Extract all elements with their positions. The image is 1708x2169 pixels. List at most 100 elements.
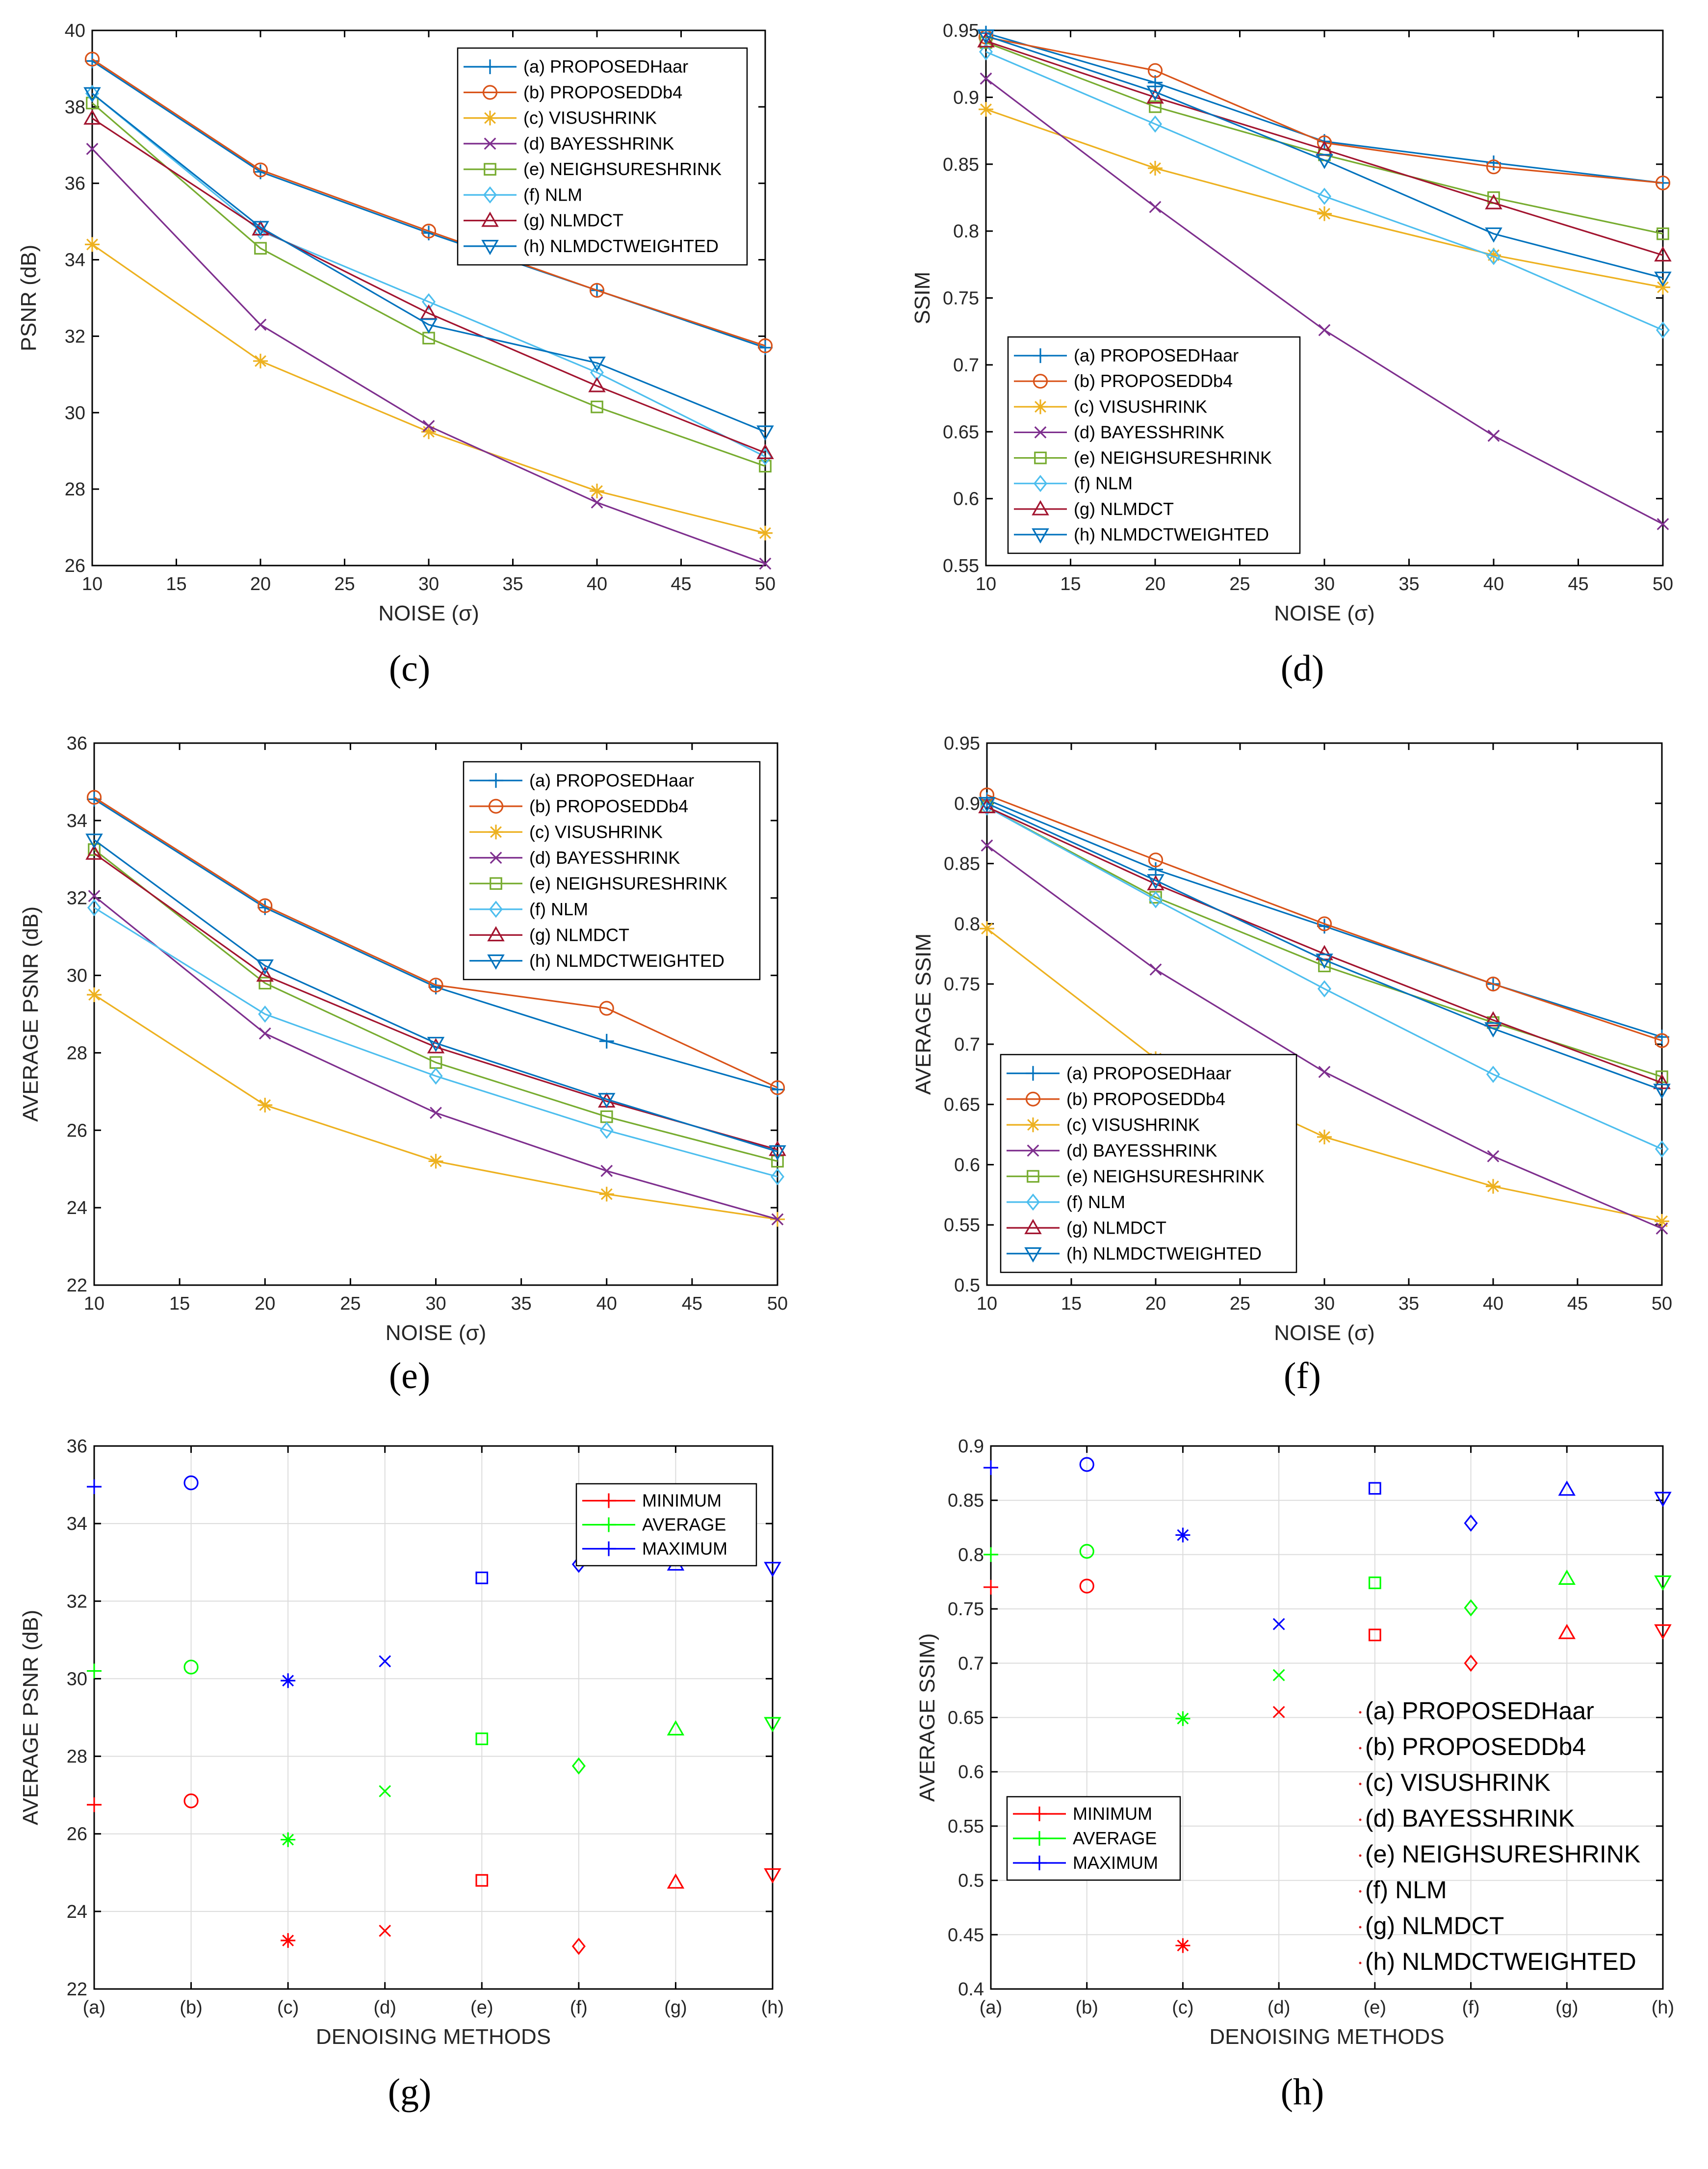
data-point-g [427, 1038, 445, 1054]
data-point-maximum [1558, 1480, 1576, 1496]
legend-marker [482, 85, 498, 100]
legend-marker [1034, 426, 1047, 439]
legend-label: (e) NEIGHSURESHRINK [1074, 448, 1272, 468]
method-key-dot [1359, 1962, 1362, 1964]
data-point-minimum [1369, 1628, 1381, 1642]
y-tick-label: 0.6 [953, 489, 979, 510]
data-point-g [85, 844, 103, 860]
legend-label: (c) VISUSHRINK [529, 822, 663, 842]
data-point-h [1654, 271, 1672, 287]
axes-box [986, 742, 1663, 1286]
legend-marker [489, 825, 503, 840]
legend-label: (d) BAYESSHRINK [523, 133, 674, 154]
y-tick-label: 0.85 [948, 1491, 984, 1511]
x-tick-label: 50 [767, 1293, 788, 1314]
x-tick-label: (e) [470, 1997, 493, 2018]
legend-label: (e) NEIGHSURESHRINK [1066, 1166, 1265, 1186]
y-axis-label: AVERAGE PSNR (dB) [19, 906, 43, 1122]
data-point-f [1486, 248, 1501, 265]
y-tick-label: 36 [67, 1436, 87, 1457]
series-b [84, 52, 773, 354]
axes-box [985, 29, 1664, 567]
data-point-f [1148, 115, 1163, 133]
data-point-c [258, 1097, 273, 1112]
legend-box [463, 761, 761, 981]
legend-marker [601, 1493, 616, 1508]
data-point-d [88, 890, 101, 903]
legend-label: (h) NLMDCTWEIGHTED [529, 951, 725, 971]
data-point-d [1656, 1222, 1668, 1235]
legend-label: MAXIMUM [1073, 1853, 1158, 1873]
data-point-c [1317, 1129, 1332, 1144]
data-point-d [771, 1213, 784, 1226]
series-line-f [91, 93, 766, 458]
data-point-b [770, 1080, 785, 1095]
data-point-maximum [379, 1655, 391, 1668]
x-tick-label: 30 [425, 1293, 446, 1314]
x-tick-label: (c) [1172, 1997, 1193, 2018]
series-h [977, 29, 1672, 287]
method-key-dot [1359, 1926, 1362, 1929]
y-tick-label: 28 [67, 1747, 87, 1767]
data-point-h [83, 87, 101, 103]
y-tick-label: 0.9 [954, 794, 980, 814]
data-point-h [756, 425, 774, 441]
axes-box [91, 29, 766, 567]
data-point-b [757, 338, 773, 354]
legend-marker [481, 211, 499, 227]
legend-marker [601, 1541, 616, 1556]
x-tick-label: 25 [334, 574, 355, 594]
x-axis-label: NOISE (σ) [386, 1321, 487, 1345]
x-axis-label: NOISE (σ) [1274, 601, 1375, 625]
legend-box [1000, 1054, 1297, 1273]
data-point-average [983, 1547, 998, 1562]
data-point-b [1485, 977, 1501, 992]
y-tick-label: 0.5 [958, 1871, 984, 1891]
data-point-b [86, 790, 102, 805]
data-point-g [1653, 1074, 1671, 1089]
x-tick-label: 10 [977, 1293, 997, 1314]
data-point-minimum [183, 1793, 199, 1808]
data-point-f [1656, 321, 1670, 339]
legend-marker [1026, 1117, 1040, 1133]
data-point-d [1318, 324, 1331, 336]
data-point-e [259, 977, 272, 990]
data-point-average [1079, 1544, 1094, 1559]
data-point-d [430, 1107, 442, 1119]
x-tick-label: (g) [1555, 1997, 1578, 2018]
x-tick-label: (h) [1652, 1997, 1674, 2018]
panel-label: (c) [389, 648, 430, 689]
legend-marker [1026, 1193, 1040, 1211]
legend-label: (a) PROPOSEDHaar [529, 770, 694, 790]
data-point-average [475, 1732, 489, 1745]
y-tick-label: 0.7 [958, 1653, 984, 1674]
series-line-h [94, 839, 778, 1153]
y-tick-label: 0.75 [944, 974, 980, 995]
data-point-g [978, 798, 996, 813]
data-point-average [1369, 1576, 1381, 1589]
y-tick-label: 26 [67, 1824, 87, 1845]
method-key-label: (f) NLM [1365, 1876, 1447, 1904]
series-average [87, 1659, 781, 1847]
y-tick-label: 0.4 [958, 1979, 984, 2000]
legend-label: (b) PROPOSEDDb4 [1066, 1089, 1225, 1109]
x-tick-label: 50 [1653, 574, 1673, 594]
x-tick-label: 25 [1230, 1293, 1250, 1314]
x-tick-label: (b) [180, 1997, 202, 2018]
data-point-f [429, 1067, 443, 1085]
data-point-d [1487, 430, 1500, 442]
legend-marker [1026, 1066, 1040, 1081]
axes-box [990, 1445, 1664, 1990]
y-tick-label: 0.6 [958, 1762, 984, 1782]
series-line-b [94, 797, 778, 1088]
legend-marker [490, 852, 502, 864]
legend-marker [1032, 1807, 1047, 1821]
y-tick-label: 32 [65, 326, 85, 347]
y-tick-label: 0.8 [958, 1545, 984, 1565]
method-key-label: (a) PROPOSEDHaar [1365, 1697, 1594, 1725]
data-point-c [85, 237, 100, 252]
data-point-h [978, 797, 996, 813]
data-point-maximum [1369, 1482, 1381, 1495]
data-point-g [756, 443, 774, 459]
y-axis-label: AVERAGE SSIM [911, 933, 935, 1095]
